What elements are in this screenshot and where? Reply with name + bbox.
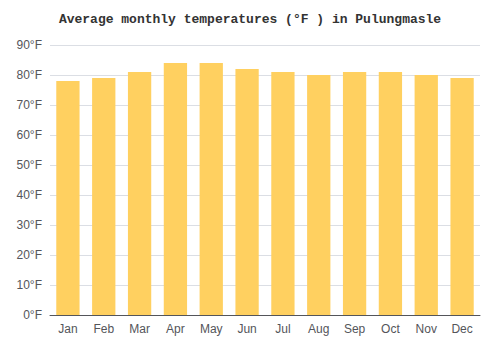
svg-text:Feb: Feb [93, 322, 114, 336]
svg-text:Apr: Apr [166, 322, 185, 336]
svg-text:Aug: Aug [308, 322, 329, 336]
svg-text:30°F: 30°F [17, 218, 42, 232]
svg-text:40°F: 40°F [17, 188, 42, 202]
svg-text:20°F: 20°F [17, 248, 42, 262]
svg-text:Jul: Jul [275, 322, 290, 336]
svg-text:Average monthly temperatures (: Average monthly temperatures (°F ) in Pu… [59, 12, 441, 27]
svg-text:0°F: 0°F [23, 308, 42, 322]
svg-text:Oct: Oct [381, 322, 400, 336]
svg-text:Nov: Nov [416, 322, 437, 336]
svg-text:May: May [200, 322, 223, 336]
svg-text:Mar: Mar [129, 322, 150, 336]
svg-text:70°F: 70°F [17, 98, 42, 112]
svg-text:90°F: 90°F [17, 38, 42, 52]
svg-text:Jan: Jan [58, 322, 77, 336]
svg-text:Sep: Sep [344, 322, 366, 336]
svg-text:80°F: 80°F [17, 68, 42, 82]
svg-text:Jun: Jun [237, 322, 256, 336]
svg-text:10°F: 10°F [17, 278, 42, 292]
svg-text:Dec: Dec [451, 322, 472, 336]
svg-text:60°F: 60°F [17, 128, 42, 142]
svg-text:50°F: 50°F [17, 158, 42, 172]
